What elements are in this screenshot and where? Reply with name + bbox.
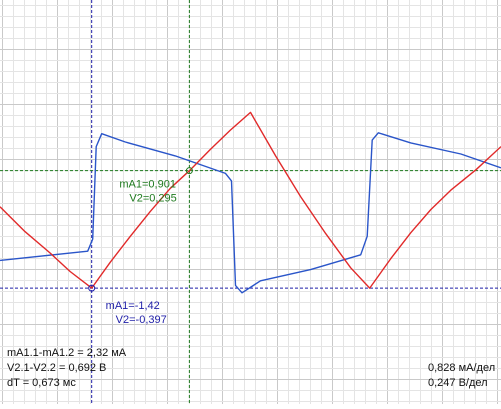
- delta-time-readout: dT = 0,673 мс: [7, 377, 76, 389]
- cursor-readout-current-2: mA1=-1,42: [106, 300, 160, 312]
- voltage-scale-readout: 0,247 В/дел: [428, 377, 488, 389]
- cursor-readout-current-1: mA1=0,901: [119, 179, 176, 191]
- signal-traces: [0, 111, 501, 294]
- cursor-markers: [88, 167, 193, 292]
- current-scale-readout: 0,828 мА/дел: [428, 362, 496, 374]
- cursor-marker-2: [185, 167, 193, 175]
- cursor-readouts: mA1=0,901 V2=0,295 mA1=-1,42 V2=-0,397: [106, 179, 177, 326]
- delta-voltage-readout: V2.1-V2.2 = 0,692 В: [7, 362, 107, 374]
- cursor-readout-voltage-2: V2=-0,397: [116, 314, 167, 326]
- cursor-readout-voltage-1: V2=0,295: [129, 193, 176, 205]
- cursor-marker-1: [88, 284, 96, 292]
- delta-current-readout: mA1.1-mA1.2 = 2,32 мА: [7, 347, 127, 359]
- voltage-trace: [0, 111, 501, 289]
- current-trace: [0, 132, 501, 294]
